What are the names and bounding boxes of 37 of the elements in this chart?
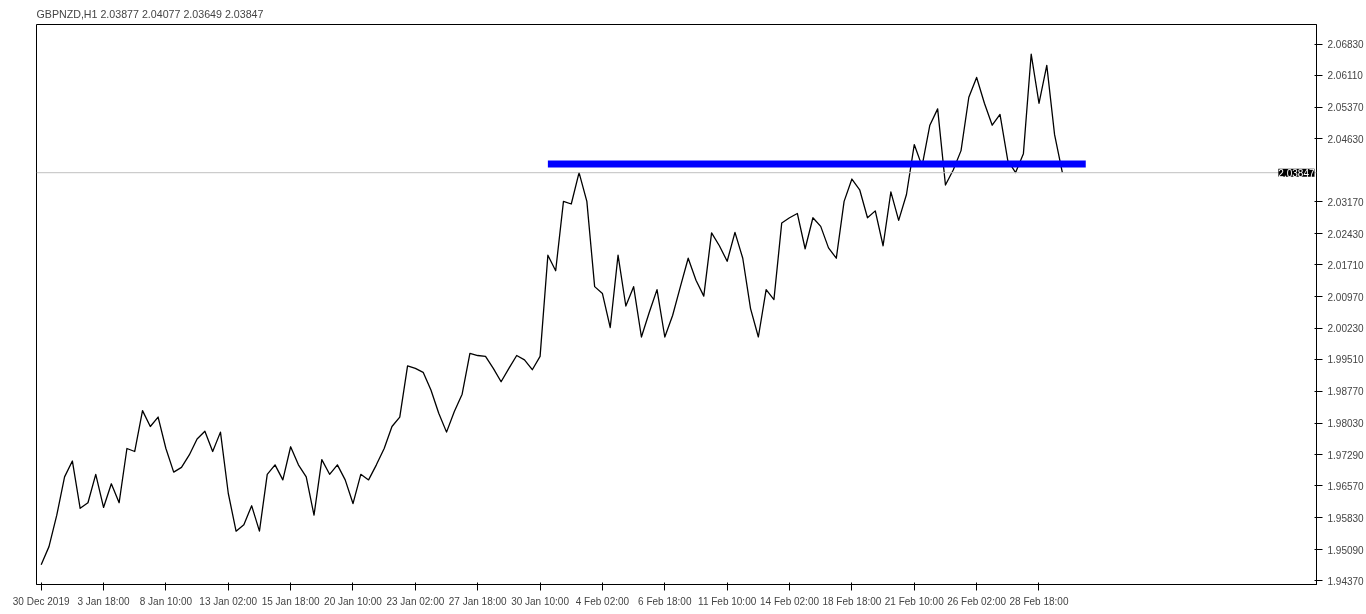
x-tick-label: 18 Feb 18:00 [822, 595, 882, 607]
y-tick-label: 2.06830 [1327, 39, 1365, 51]
y-tick-label: 1.95090 [1327, 544, 1365, 556]
y-tick-label: 2.06110 [1327, 70, 1364, 82]
y-tick-label: 1.96570 [1327, 480, 1365, 492]
line-series [40, 53, 1064, 566]
x-tick-label: 11 Feb 10:00 [698, 595, 757, 607]
x-tick-label: 4 Feb 02:00 [575, 595, 630, 607]
x-tick-label: 26 Feb 02:00 [947, 595, 1007, 607]
chart-title: GBPNZD,H1 2.03877 2.04077 2.03649 2.03847 [36, 7, 264, 20]
x-tick-label: 27 Jan 18:00 [448, 595, 508, 607]
y-tick-label: 2.00230 [1327, 323, 1365, 335]
y-tick-label: 1.99510 [1327, 354, 1365, 366]
y-tick-label: 1.98030 [1327, 418, 1365, 430]
y-tick-label: 2.05370 [1327, 102, 1365, 114]
y-tick-label: 2.00970 [1327, 291, 1365, 303]
y-tick-label: 2.04630 [1327, 134, 1365, 145]
y-tick-label: 1.98770 [1327, 386, 1365, 398]
y-tick-label: 2.01710 [1327, 259, 1365, 271]
x-tick-label: 8 Jan 10:00 [139, 595, 193, 607]
x-tick-label: 30 Jan 10:00 [511, 595, 570, 607]
x-tick-label: 13 Jan 02:00 [199, 595, 258, 607]
y-tick-label: 1.97290 [1327, 449, 1365, 461]
x-tick-label: 23 Jan 02:00 [386, 595, 445, 607]
y-tick-label: 2.02430 [1327, 228, 1365, 240]
x-tick-label: 15 Jan 18:00 [261, 595, 320, 607]
x-tick-label: 20 Jan 10:00 [324, 595, 383, 607]
x-tick-label: 21 Feb 10:00 [884, 595, 945, 607]
y-tick-label: 1.94370 [1327, 575, 1365, 587]
x-tick-label: 6 Feb 18:00 [638, 595, 692, 607]
y-tick-label: 1.95830 [1327, 512, 1365, 524]
x-tick-label: 3 Jan 18:00 [77, 595, 131, 607]
x-tick-label: 14 Feb 02:00 [760, 595, 820, 607]
ref-line-label: 2.03847 [1278, 167, 1315, 179]
x-tick-label: 30 Dec 2019 [12, 595, 70, 607]
y-tick-label: 2.03170 [1327, 196, 1365, 208]
x-tick-label: 28 Feb 18:00 [1009, 595, 1069, 607]
